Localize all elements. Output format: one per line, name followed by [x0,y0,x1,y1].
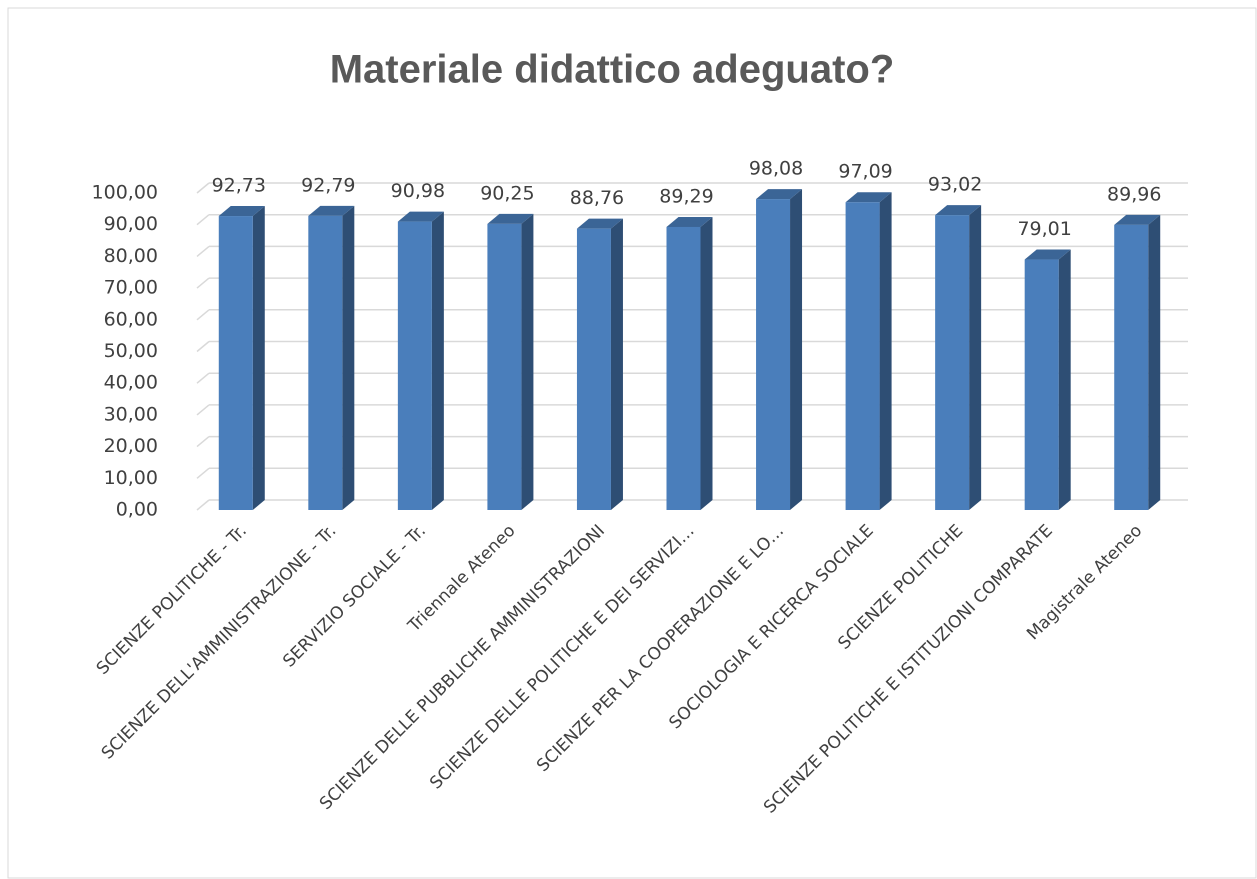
bar-side [610,218,623,510]
y-tick-label: 20,00 [104,435,158,457]
bar [935,215,970,511]
data-label: 88,76 [570,187,624,209]
bar [218,216,253,510]
bar-side [969,205,982,511]
y-tick-label: 80,00 [104,245,158,267]
bar-top [218,206,265,217]
bar [845,202,880,510]
y-tick-label: 90,00 [104,213,158,235]
bar-top [397,211,444,222]
bar [487,223,522,510]
bar-side [1148,214,1161,511]
data-label: 79,01 [1017,218,1071,240]
grid-line [196,372,210,384]
data-label: 92,73 [212,175,266,197]
grid-line [196,404,210,416]
y-tick-label: 10,00 [104,467,158,489]
bar [1114,224,1149,511]
y-tick-label: 30,00 [104,403,158,425]
grid-line [196,499,210,511]
bar [308,215,343,510]
grid-line [196,467,210,479]
data-label: 90,25 [480,182,534,204]
bar [1024,259,1059,510]
bar-top [1114,214,1161,225]
data-label: 92,79 [301,174,355,196]
bar-side [252,206,265,510]
data-label: 98,08 [749,158,803,180]
grid-line [196,309,210,321]
grid-line [196,277,210,289]
grid-line [196,436,210,448]
y-tick-label: 60,00 [104,308,158,330]
bar-top [935,205,982,216]
data-label: 93,02 [928,174,982,196]
grid-line [196,245,210,257]
bar [576,228,611,510]
data-label: 97,09 [838,161,892,183]
bar [397,221,432,511]
bar [756,199,791,510]
bar-top [845,192,892,203]
data-label: 90,98 [391,180,445,202]
grid-line [196,340,210,353]
data-label: 89,96 [1107,183,1161,205]
bar-side [521,213,534,510]
bar-side [431,211,444,511]
y-tick-label: 50,00 [104,340,158,362]
bar [666,226,701,511]
bar-top [666,216,713,227]
y-tick-label: 70,00 [104,277,158,299]
chart-title: Materiale didattico adeguato? [330,48,895,92]
data-label: 89,29 [659,185,713,207]
bar-top [308,205,355,216]
y-tick-label: 40,00 [104,372,158,394]
bar-top [487,213,534,224]
y-tick-label: 0,00 [116,499,158,521]
y-tick-label: 100,00 [92,182,158,204]
bar-top [576,218,623,229]
bar-top [1024,249,1071,260]
bar-top [756,189,803,200]
grid-line [196,182,210,194]
bar-side [790,189,803,510]
bar-side [1058,249,1071,510]
bar-side [700,216,713,511]
bar-side [879,192,892,510]
bar-side [342,205,355,510]
grid-line [196,214,210,226]
